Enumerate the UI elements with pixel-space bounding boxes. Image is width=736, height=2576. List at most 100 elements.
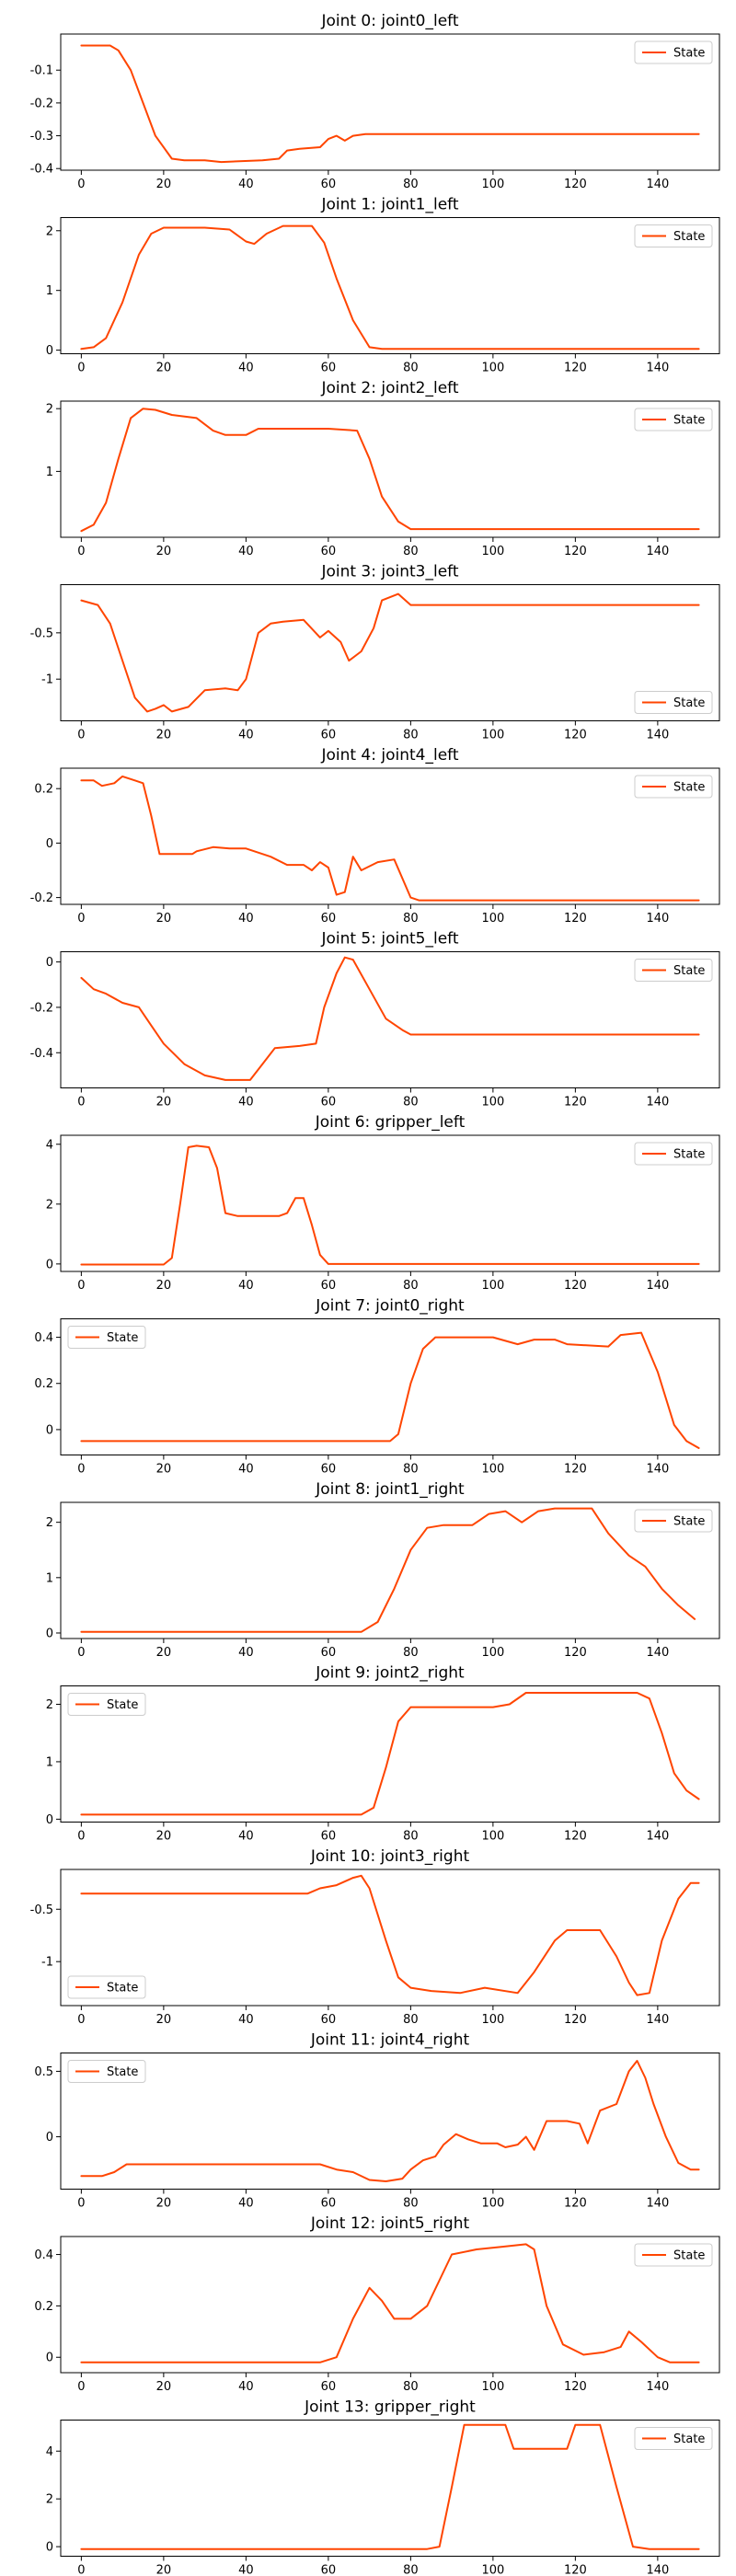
legend-box [634,2427,713,2450]
axes-frame [60,951,720,1088]
subplot-7: Joint 7: joint0_right 0 20 40 60 80 100 120 140 0… [34,1297,720,1477]
subplot-5: Joint 5: joint5_left 0 20 40 60 80 100 120 140 0 -… [30,930,720,1110]
legend-label: State [673,964,705,978]
subplot-title: Joint 3: joint3_left [320,563,458,581]
subplot-title: Joint 4: joint4_left [320,746,458,765]
x-tick-label: 100 [481,2380,504,2394]
x-tick-label: 100 [481,1646,504,1660]
series-line-state [80,1874,700,1996]
y-tick-label: 0 [46,1258,53,1271]
y-tick-label: 0 [46,2131,53,2145]
x-tick-label: 0 [77,2013,85,2027]
legend-label: State [673,2249,705,2263]
x-tick-label: 100 [481,1096,504,1110]
y-tick-label: 2 [46,1198,53,1212]
x-tick-label: 0 [77,2564,85,2576]
x-tick-label: 20 [156,729,172,742]
subplot-title: Joint 5: joint5_left [320,930,458,949]
y-tick-label: 0 [46,344,53,358]
y-tick-label: 4 [46,1138,53,1152]
x-tick-label: 80 [403,545,419,558]
x-tick-label: 140 [646,2380,669,2394]
axes-frame [60,33,720,171]
series-line-state [80,1507,696,1633]
x-tick-label: 40 [238,1830,254,1844]
legend-label: State [673,230,705,244]
subplot-title: Joint 10: joint3_right [310,1847,470,1866]
x-tick-label: 20 [156,1830,172,1844]
legend-label: State [673,47,705,61]
x-tick-label: 40 [238,2564,254,2576]
x-tick-label: 60 [321,2564,337,2576]
series-line-state [80,956,700,1081]
legend-label: State [673,1148,705,1162]
subplot-8: Joint 8: joint1_right 0 20 40 60 80 100 120 140 0… [46,1480,720,1660]
y-tick-label: 0.2 [34,1377,53,1391]
x-tick-label: 80 [403,912,419,926]
x-tick-label: 0 [77,1646,85,1660]
x-tick-label: 40 [238,1096,254,1110]
x-tick-label: 100 [481,2564,504,2576]
x-tick-label: 120 [564,362,587,375]
x-tick-label: 80 [403,2197,419,2211]
x-tick-label: 140 [646,2564,669,2576]
x-tick-label: 0 [77,729,85,742]
x-tick-label: 40 [238,1646,254,1660]
x-tick-label: 120 [564,729,587,742]
x-tick-label: 120 [564,1830,587,1844]
x-tick-label: 20 [156,1463,172,1477]
x-tick-label: 80 [403,1646,419,1660]
x-tick-label: 0 [77,178,85,191]
legend-label: State [673,2432,705,2446]
x-tick-label: 140 [646,178,669,191]
subplot-title: Joint 8: joint1_right [315,1480,465,1499]
y-tick-label: 0.4 [34,2248,53,2262]
x-tick-label: 0 [77,362,85,375]
y-tick-label: -0.3 [30,130,53,144]
y-tick-label: -0.1 [30,64,53,78]
legend-box [67,1975,146,1999]
x-tick-label: 120 [564,1463,587,1477]
legend: State [634,1142,713,1166]
x-tick-label: 100 [481,912,504,926]
legend-box [67,2060,146,2083]
x-tick-label: 0 [77,1279,85,1293]
x-tick-label: 140 [646,1279,669,1293]
subplot-2: Joint 2: joint2_left 0 20 40 60 80 100 120 140 1 2… [46,379,720,558]
x-tick-label: 140 [646,1646,669,1660]
x-tick-label: 60 [321,1830,337,1844]
series-line-state [80,775,700,902]
legend-box [634,1142,713,1166]
y-tick-label: -0.2 [30,1001,53,1015]
x-tick-label: 80 [403,2013,419,2027]
subplot-title: Joint 0: joint0_left [320,12,458,30]
axes-frame [60,2236,720,2374]
x-tick-label: 80 [403,2564,419,2576]
x-tick-label: 40 [238,1279,254,1293]
legend: State [67,2060,146,2083]
x-tick-label: 0 [77,545,85,558]
legend-label: State [673,414,705,428]
x-tick-label: 80 [403,1279,419,1293]
series-line-state [80,1692,700,1816]
x-tick-label: 80 [403,1096,419,1110]
subplot-title: Joint 11: joint4_right [310,2031,470,2050]
legend-label: State [107,1982,138,1995]
x-tick-label: 20 [156,1096,172,1110]
x-tick-label: 120 [564,1646,587,1660]
axes-frame [60,584,720,721]
subplot-title: Joint 12: joint5_right [310,2214,470,2233]
series-line-state [80,2060,700,2182]
x-tick-label: 100 [481,2197,504,2211]
x-tick-label: 60 [321,1096,337,1110]
y-tick-label: 0 [46,1813,53,1827]
subplot-4: Joint 4: joint4_left 0 20 40 60 80 100 120 140 0.… [30,746,720,926]
legend-box [634,959,713,982]
x-tick-label: 60 [321,1646,337,1660]
x-tick-label: 40 [238,362,254,375]
y-tick-label: 0 [46,1627,53,1640]
x-tick-label: 60 [321,1463,337,1477]
legend: State [67,1326,146,1349]
x-tick-label: 120 [564,545,587,558]
x-tick-label: 60 [321,545,337,558]
